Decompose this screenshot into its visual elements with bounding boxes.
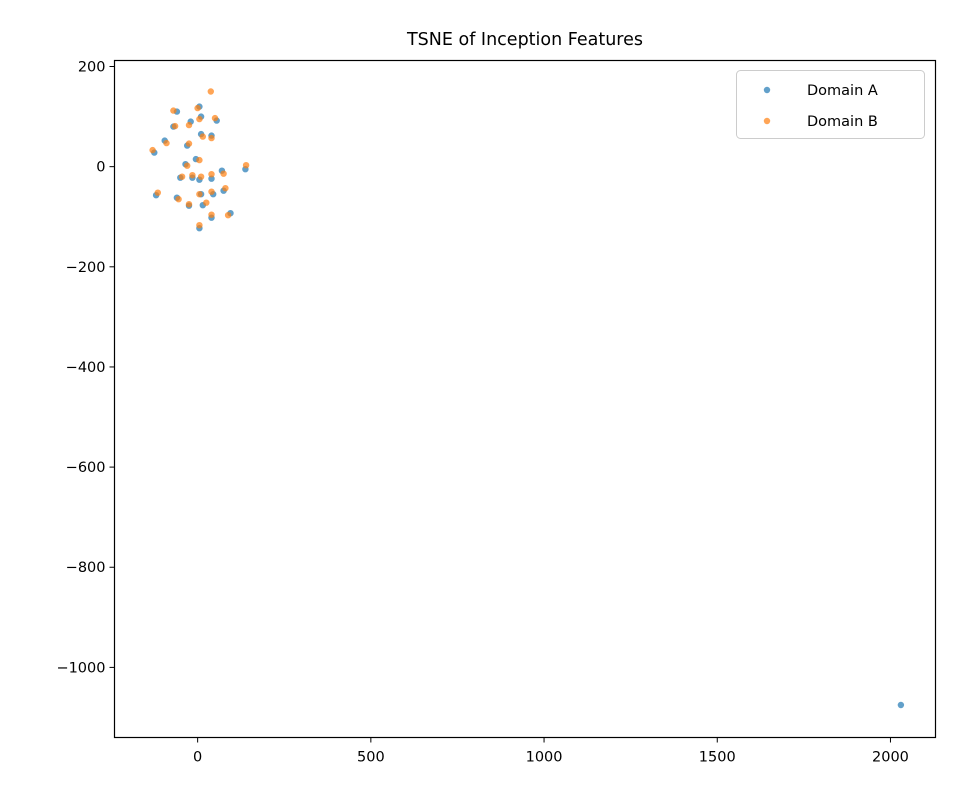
y-tick-label: 0: [96, 160, 105, 176]
legend-marker-domain-a: [763, 86, 771, 94]
point-domain-b-18: [197, 173, 205, 180]
legend-label-domain-a: Domain A: [807, 83, 878, 99]
point-domain-b-19: [208, 171, 215, 178]
point-domain-b-3: [196, 115, 203, 123]
point-domain-a-18: [208, 175, 215, 182]
point-domain-b-28: [208, 211, 215, 218]
y-tick-label: −800: [66, 560, 106, 576]
chart-title: TSNE of Inception Features: [406, 30, 643, 50]
point-domain-b-29: [196, 222, 203, 229]
points-layer: [149, 88, 905, 709]
x-tick-label: 500: [357, 750, 385, 766]
point-domain-b-4: [211, 114, 219, 122]
point-domain-b-27: [224, 212, 232, 219]
point-domain-b-9: [163, 139, 170, 147]
y-tick-label: −600: [66, 460, 106, 476]
point-domain-b-13: [196, 156, 203, 164]
point-domain-b-16: [220, 170, 227, 177]
x-tick-label: 1500: [699, 750, 736, 766]
point-domain-b-1: [207, 88, 214, 95]
point-domain-b-10: [185, 140, 193, 147]
legend-frame: [736, 70, 925, 139]
point-domain-b-7: [199, 133, 206, 140]
point-domain-b-11: [149, 146, 156, 154]
point-domain-b-17: [189, 172, 196, 179]
point-domain-b-2: [194, 104, 201, 112]
x-tick-label: 0: [193, 750, 202, 766]
point-domain-b-12: [178, 173, 186, 180]
point-domain-b-23: [154, 189, 161, 196]
axes-frame: [113, 59, 937, 739]
point-domain-b-20: [222, 185, 229, 192]
point-domain-b-25: [185, 201, 193, 208]
y-tick-label: −200: [66, 260, 106, 276]
y-tick-label: −1000: [56, 660, 105, 676]
x-tick-label: 2000: [872, 750, 909, 766]
point-domain-b-14: [184, 162, 191, 169]
point-domain-b-26: [203, 199, 210, 206]
point-domain-b-5: [185, 121, 193, 129]
point-domain-b-24: [175, 196, 182, 203]
y-axis-ticks: 200 0 −200 −400 −600 −800 −1000: [56, 60, 115, 676]
point-domain-b-21: [196, 191, 203, 198]
legend-marker-domain-b: [763, 117, 771, 125]
point-domain-b-0: [170, 107, 177, 114]
y-tick-label: 200: [78, 60, 106, 76]
legend-label-domain-b: Domain B: [807, 114, 878, 130]
point-domain-b-8: [208, 134, 215, 142]
point-domain-b-6: [171, 122, 179, 130]
legend: Domain A Domain B: [736, 70, 925, 139]
y-tick-label: −400: [66, 360, 106, 376]
point-domain-b-15: [242, 162, 250, 169]
x-tick-label: 1000: [526, 750, 563, 766]
point-domain-b-22: [208, 188, 215, 195]
x-axis-ticks: 0 500 1000 1500 2000: [193, 737, 909, 766]
point-domain-a-29: [897, 701, 905, 709]
